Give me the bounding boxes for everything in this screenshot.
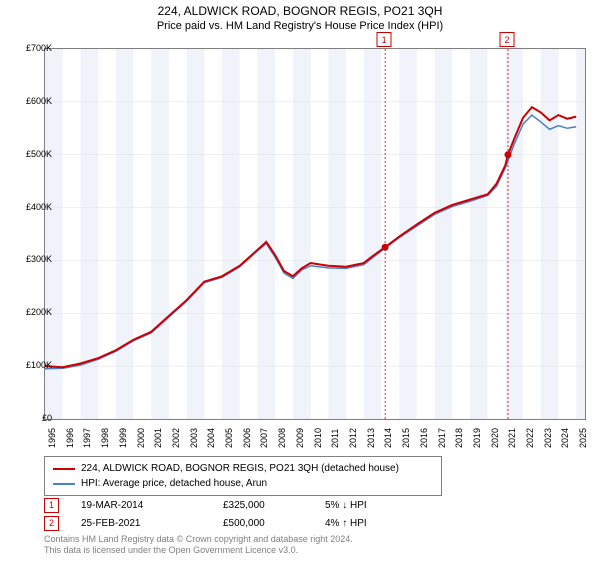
price-chart xyxy=(44,48,586,420)
x-axis-label: 2022 xyxy=(525,428,535,448)
legend-label: HPI: Average price, detached house, Arun xyxy=(81,476,267,491)
x-axis-label: 1995 xyxy=(47,428,57,448)
y-axis-label: £200K xyxy=(26,307,52,317)
x-axis-label: 2004 xyxy=(206,428,216,448)
x-axis-label: 2017 xyxy=(437,428,447,448)
y-axis-label: £300K xyxy=(26,254,52,264)
x-axis-label: 2006 xyxy=(242,428,252,448)
page-subtitle: Price paid vs. HM Land Registry's House … xyxy=(0,20,600,32)
x-axis-label: 2011 xyxy=(330,429,340,448)
sale-row: 2 25-FEB-2021 £500,000 4% ↑ HPI xyxy=(44,514,405,532)
x-axis-label: 2025 xyxy=(578,428,588,448)
x-axis-label: 2014 xyxy=(383,428,393,448)
sales-table: 1 19-MAR-2014 £325,000 5% ↓ HPI 2 25-FEB… xyxy=(44,496,405,532)
x-axis-label: 2018 xyxy=(454,428,464,448)
x-axis-label: 2003 xyxy=(189,428,199,448)
x-axis-label: 2015 xyxy=(401,428,411,448)
x-axis-label: 2008 xyxy=(277,428,287,448)
y-axis-label: £0 xyxy=(42,413,52,423)
footer: Contains HM Land Registry data © Crown c… xyxy=(44,534,353,556)
sale-marker-icon: 2 xyxy=(44,516,59,531)
sale-price: £325,000 xyxy=(223,500,303,511)
x-axis-label: 2023 xyxy=(543,428,553,448)
chart-sale-marker: 2 xyxy=(499,32,514,47)
x-axis-label: 2019 xyxy=(472,428,482,448)
x-axis-label: 2012 xyxy=(348,428,358,448)
sale-date: 25-FEB-2021 xyxy=(81,518,201,529)
legend-swatch xyxy=(53,468,75,470)
x-axis-label: 1997 xyxy=(82,428,92,448)
x-axis-label: 2002 xyxy=(171,428,181,448)
legend-item: 224, ALDWICK ROAD, BOGNOR REGIS, PO21 3Q… xyxy=(53,461,433,476)
y-axis-label: £600K xyxy=(26,96,52,106)
legend-item: HPI: Average price, detached house, Arun xyxy=(53,476,433,491)
x-axis-label: 2013 xyxy=(366,428,376,448)
legend-label: 224, ALDWICK ROAD, BOGNOR REGIS, PO21 3Q… xyxy=(81,461,399,476)
x-axis-label: 2016 xyxy=(419,428,429,448)
x-axis-label: 1996 xyxy=(65,428,75,448)
y-axis-label: £500K xyxy=(26,149,52,159)
x-axis-label: 2009 xyxy=(295,428,305,448)
legend: 224, ALDWICK ROAD, BOGNOR REGIS, PO21 3Q… xyxy=(44,456,442,496)
footer-line: Contains HM Land Registry data © Crown c… xyxy=(44,534,353,545)
sale-hpi: 5% ↓ HPI xyxy=(325,500,405,511)
x-axis-label: 1999 xyxy=(118,428,128,448)
legend-swatch xyxy=(53,483,75,485)
x-axis-label: 2021 xyxy=(507,428,517,448)
sale-date: 19-MAR-2014 xyxy=(81,500,201,511)
sale-marker-icon: 1 xyxy=(44,498,59,513)
y-axis-label: £100K xyxy=(26,360,52,370)
x-axis-label: 2005 xyxy=(224,428,234,448)
sale-row: 1 19-MAR-2014 £325,000 5% ↓ HPI xyxy=(44,496,405,514)
sale-price: £500,000 xyxy=(223,518,303,529)
x-axis-label: 2020 xyxy=(490,428,500,448)
footer-line: This data is licensed under the Open Gov… xyxy=(44,545,353,556)
x-axis-label: 2000 xyxy=(136,428,146,448)
sale-hpi: 4% ↑ HPI xyxy=(325,518,405,529)
y-axis-label: £400K xyxy=(26,202,52,212)
x-axis-label: 2007 xyxy=(259,428,269,448)
chart-sale-marker: 1 xyxy=(377,32,392,47)
x-axis-label: 2024 xyxy=(560,428,570,448)
y-axis-label: £700K xyxy=(26,43,52,53)
x-axis-label: 2010 xyxy=(313,428,323,448)
x-axis-label: 1998 xyxy=(100,428,110,448)
page-title: 224, ALDWICK ROAD, BOGNOR REGIS, PO21 3Q… xyxy=(0,4,600,18)
x-axis-label: 2001 xyxy=(153,428,163,448)
